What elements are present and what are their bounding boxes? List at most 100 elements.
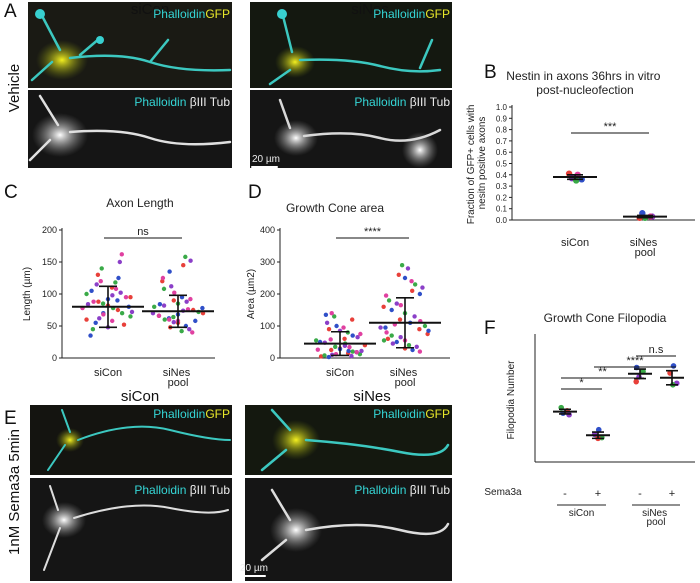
data-point: [390, 341, 396, 346]
x-tick-label: siNes pool: [163, 367, 194, 389]
y-tick-label: 0.1: [496, 205, 508, 214]
data-point: [113, 286, 119, 292]
data-point: [101, 312, 106, 317]
y-tick-label: 50: [47, 321, 57, 331]
significance-label: ****: [364, 226, 382, 238]
y-tick-label: 100: [42, 289, 57, 299]
x-tick-label: siCon: [561, 237, 589, 249]
data-point: [328, 337, 333, 342]
data-point: [190, 330, 195, 335]
data-point: [389, 307, 394, 313]
data-point: [381, 304, 386, 309]
significance-label: ***: [604, 121, 618, 133]
data-point: [157, 302, 163, 307]
panel-label: B: [484, 62, 497, 83]
data-point: [572, 177, 580, 184]
data-point: [94, 282, 99, 287]
data-point: [347, 344, 352, 350]
data-point: [183, 254, 188, 260]
data-point: [396, 272, 401, 277]
data-point: [184, 299, 189, 304]
data-point: [156, 313, 162, 318]
data-point: [420, 285, 425, 290]
data-point: [409, 279, 414, 284]
data-point: [110, 293, 115, 298]
stain: βIII Tub: [190, 95, 231, 109]
data-point: [161, 286, 167, 292]
data-point: [350, 333, 355, 338]
data-point: [115, 298, 120, 303]
data-point: [119, 252, 124, 257]
data-point: [121, 322, 127, 327]
y-axis-label: Fraction of GFP+ cells with nesitn posit…: [466, 102, 488, 225]
data-point: [349, 317, 355, 322]
data-point: [99, 266, 104, 271]
data-point: [386, 298, 392, 303]
data-point: [181, 263, 186, 268]
y-tick-label: 400: [260, 225, 275, 235]
data-point: [115, 307, 121, 313]
data-point: [329, 311, 334, 316]
scale-bar-label: 20 µm: [240, 563, 268, 574]
y-tick-label: 0.2: [496, 193, 508, 202]
error-bar: [666, 369, 678, 386]
data-point: [167, 269, 172, 274]
data-point: [412, 282, 418, 287]
y-tick-label: 0.7: [496, 137, 508, 146]
data-point: [410, 347, 415, 353]
data-point: [326, 354, 331, 360]
data-point: [84, 291, 89, 297]
data-point: [171, 319, 176, 325]
data-point: [322, 353, 327, 358]
group-label: siNes pool: [642, 508, 670, 528]
data-point: [394, 339, 399, 345]
data-point: [128, 295, 133, 300]
data-point: [398, 335, 403, 340]
data-point: [381, 338, 387, 343]
data-point: [341, 325, 346, 330]
column-header: siCon: [131, 1, 169, 18]
data-point: [313, 338, 319, 343]
stain: Phalloidin: [153, 7, 205, 21]
data-point: [406, 343, 412, 348]
data-point: [91, 299, 96, 304]
chart-title: Nestin in axons 36hrs in vitro post-nucl…: [506, 69, 663, 97]
error-bar: [592, 431, 604, 440]
significance-label: ns: [137, 226, 149, 238]
data-point: [171, 314, 176, 320]
stain: Phalloidin: [373, 407, 425, 421]
significance-label: ****: [626, 355, 644, 367]
stain: Phalloidin: [134, 95, 186, 109]
stain-label: Phalloidin βIII Tub: [354, 95, 450, 109]
data-point: [412, 314, 417, 319]
data-point: [332, 314, 337, 319]
data-point: [334, 323, 339, 329]
chart: Nestin in axons 36hrs in vitro post-nucl…: [466, 69, 695, 259]
error-bar: [637, 214, 653, 219]
stain: Phalloidin: [153, 407, 205, 421]
data-point: [378, 325, 383, 330]
image-grid-a: [28, 2, 452, 168]
row-label: 1nM Sema3a 5min: [6, 429, 23, 555]
error-bar: [396, 297, 414, 349]
data-point: [417, 327, 422, 332]
x-tick-label: -: [638, 488, 642, 500]
error-bar: [634, 368, 646, 380]
data-point: [162, 317, 167, 322]
stain-label: Phalloidin βIII Tub: [134, 483, 230, 497]
data-point: [117, 259, 123, 265]
error-bar: [99, 285, 117, 329]
stain-label: PhalloidinGFP: [153, 407, 230, 421]
data-point: [315, 347, 321, 352]
data-point: [110, 318, 115, 324]
x-tick-label: siCon: [94, 367, 122, 379]
data-point: [318, 354, 324, 359]
y-axis-label: Filopodia Number: [506, 360, 517, 440]
data-point: [670, 363, 677, 369]
data-point: [166, 317, 172, 322]
data-point: [324, 320, 330, 325]
data-point: [116, 275, 121, 281]
y-tick-label: 0.5: [496, 160, 508, 169]
data-point: [422, 323, 428, 329]
